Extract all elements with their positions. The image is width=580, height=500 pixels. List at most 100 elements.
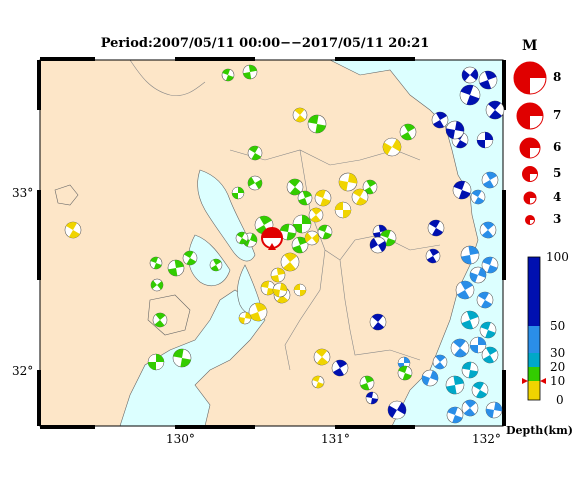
quake-beachball: [334, 201, 352, 219]
quake-beachball: [307, 114, 327, 134]
quake-beachball: [481, 346, 499, 364]
quake-beachball: [286, 178, 304, 196]
north-coast-inlet: [129, 60, 206, 96]
x-tick-131: 131°: [321, 432, 350, 446]
quake-beachball: [425, 248, 441, 264]
quake-beachball: [460, 310, 480, 330]
main-event: [261, 227, 283, 250]
quake-beachball: [280, 252, 300, 272]
quake-beachball: [471, 381, 489, 399]
y-tick-33: 33°: [12, 186, 34, 200]
quake-beachball: [469, 266, 487, 284]
quake-beachball: [64, 221, 82, 239]
magnitude-legend-header: M: [522, 38, 538, 54]
earthquake-mechanisms: [64, 64, 505, 424]
quake-beachball: [221, 68, 235, 82]
main-event-triangle: [268, 243, 276, 250]
quake-beachball: [399, 123, 417, 141]
prefecture-borders: [229, 149, 441, 371]
quake-beachball: [351, 188, 369, 206]
quake-beachball: [149, 256, 163, 270]
quake-beachball: [432, 354, 448, 370]
depth-tick-50: 50: [550, 319, 566, 333]
quake-beachball: [461, 399, 479, 417]
quake-beachball: [485, 100, 505, 120]
mag-label-7: 7: [553, 108, 562, 122]
quake-beachball: [260, 280, 276, 296]
quake-beachball: [421, 369, 439, 387]
quake-beachball: [470, 189, 486, 205]
quake-beachball: [293, 283, 307, 297]
quake-beachball: [460, 245, 480, 265]
mag-label-3: 3: [553, 212, 562, 226]
depth-colorbar: [522, 256, 546, 401]
quake-beachball: [365, 391, 379, 405]
x-tick-130: 130°: [166, 432, 195, 446]
frame-ticks: [37, 57, 506, 429]
quake-beachball: [397, 356, 411, 370]
quake-beachball: [479, 221, 497, 239]
quake-beachball: [476, 291, 494, 309]
quake-beachball: [147, 353, 165, 371]
magnitude-legend-balls: [513, 61, 547, 225]
quake-beachball: [238, 311, 252, 325]
quake-beachball: [478, 70, 498, 90]
depth-tick-30: 30: [550, 346, 566, 360]
quake-beachball: [272, 282, 288, 298]
kyushu-land: [40, 60, 479, 426]
quake-beachball: [397, 365, 413, 381]
mag-label-5: 5: [553, 166, 562, 180]
quake-beachball: [235, 231, 249, 245]
depth-legend-title: Depth(km): [506, 424, 573, 437]
x-tick-132: 132°: [472, 432, 501, 446]
quake-beachball: [248, 302, 268, 322]
quake-beachball: [485, 401, 503, 419]
quake-beachball: [313, 348, 331, 366]
quake-beachball: [311, 375, 325, 389]
quake-beachball: [182, 250, 198, 266]
quake-beachball: [476, 131, 494, 149]
y-tick-32: 32°: [12, 364, 34, 378]
mag-label-6: 6: [553, 140, 562, 154]
quake-beachball: [331, 359, 349, 377]
quake-beachball: [459, 84, 481, 106]
quake-beachball: [308, 207, 324, 223]
quake-beachball: [452, 180, 472, 200]
quake-beachball: [481, 256, 499, 274]
quake-beachball: [387, 400, 407, 420]
land-group: [40, 60, 479, 426]
quake-beachball: [369, 313, 387, 331]
quake-beachball: [359, 375, 375, 391]
quake-beachball: [431, 111, 449, 129]
quake-beachball: [450, 338, 470, 358]
quake-beachball: [209, 258, 223, 272]
quake-beachball: [369, 236, 387, 254]
quake-beachball: [461, 66, 479, 84]
quake-beachball: [152, 312, 168, 328]
quake-beachball: [247, 175, 263, 191]
quake-beachball: [445, 120, 465, 140]
quake-beachball: [297, 190, 313, 206]
quake-beachball: [481, 171, 499, 189]
depth-tick-10: 10: [550, 374, 566, 388]
mag-label-8: 8: [553, 70, 562, 84]
quake-beachball: [150, 278, 164, 292]
quake-beachball: [242, 64, 258, 80]
goto-island: [54, 184, 79, 206]
quake-beachball: [338, 172, 358, 192]
chart-title: Period:2007/05/11 00:00−−2017/05/11 20:2…: [100, 36, 430, 51]
depth-tick-0: 0: [556, 393, 564, 407]
quake-beachball: [427, 219, 445, 237]
quake-beachball: [292, 107, 308, 123]
quake-beachball: [292, 214, 312, 234]
quake-beachball: [455, 280, 475, 300]
quake-beachball: [382, 137, 402, 157]
quake-beachball: [317, 224, 333, 240]
quake-beachball: [247, 145, 263, 161]
quake-beachball: [172, 348, 192, 368]
quake-beachball: [314, 189, 332, 207]
quake-beachball: [167, 259, 185, 277]
quake-beachball: [469, 336, 487, 354]
quake-beachball: [446, 406, 464, 424]
